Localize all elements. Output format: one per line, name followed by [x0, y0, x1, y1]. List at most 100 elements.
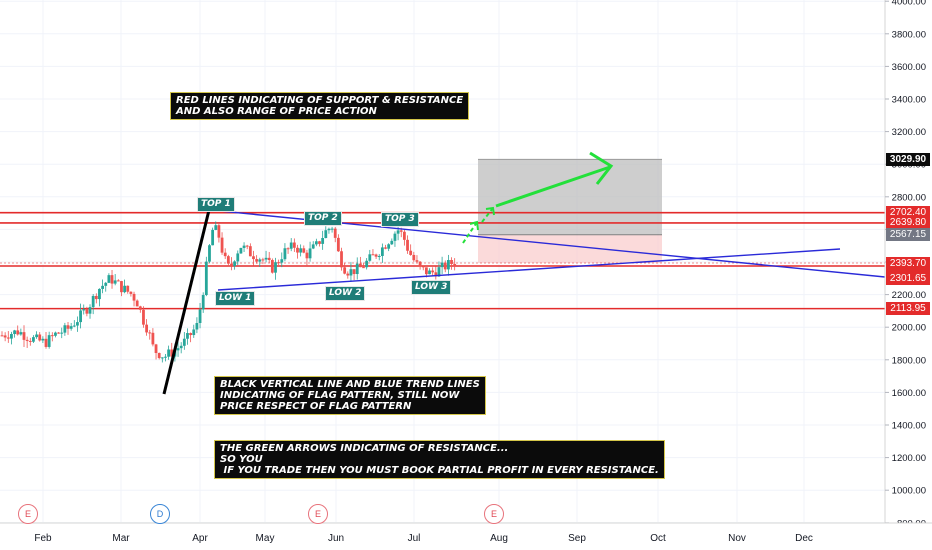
- candle-body: [390, 240, 394, 245]
- candle: [242, 242, 246, 253]
- candle: [277, 259, 281, 265]
- price-tick-14: 3600.00: [892, 62, 926, 73]
- candle-body: [211, 229, 215, 246]
- candle: [380, 243, 384, 263]
- time-axis: Feb Mar Apr May Jun Jul Aug Sep Oct Nov Dec: [0, 522, 932, 550]
- candle-body: [280, 259, 284, 263]
- price-tick-7: 2200.00: [892, 290, 926, 301]
- price-tick-4: 1600.00: [892, 388, 926, 399]
- candle-body: [415, 260, 419, 262]
- candle-body: [402, 231, 406, 240]
- candle-body: [409, 250, 413, 255]
- candle-body: [123, 285, 127, 293]
- candle: [123, 279, 127, 294]
- candle-body: [267, 257, 271, 261]
- candle: [358, 256, 362, 268]
- candle-body: [368, 254, 372, 261]
- price-label: 3029.90: [886, 152, 930, 166]
- candle-body: [220, 237, 224, 253]
- candle-body: [72, 325, 76, 327]
- candle-body: [41, 338, 45, 341]
- event-marker-e[interactable]: E: [484, 504, 504, 524]
- candle: [314, 238, 318, 247]
- candle-body: [167, 349, 171, 357]
- candle-body: [440, 262, 444, 268]
- candle: [286, 247, 290, 254]
- candle: [138, 305, 142, 313]
- candle-body: [336, 237, 340, 252]
- candle-body: [421, 266, 425, 268]
- candle: [204, 256, 208, 297]
- candle: [208, 244, 211, 264]
- candle: [428, 268, 431, 275]
- candle-body: [0, 335, 4, 337]
- candle-body: [186, 333, 189, 339]
- candle: [308, 241, 312, 262]
- event-marker-d[interactable]: D: [150, 504, 170, 524]
- note-green-arrows: THE GREEN ARROWS INDICATING OF RESISTANC…: [214, 440, 665, 479]
- month-tick-6: Aug: [490, 533, 508, 544]
- candle: [274, 257, 277, 280]
- label-low-1: LOW 1: [215, 291, 256, 306]
- candle-body: [16, 330, 20, 335]
- candle: [258, 257, 262, 267]
- event-marker-e[interactable]: E: [308, 504, 328, 524]
- candle: [16, 325, 20, 336]
- candle: [110, 269, 114, 289]
- candle: [230, 257, 233, 271]
- candle: [35, 331, 38, 339]
- candle-body: [44, 338, 48, 347]
- candle-body: [113, 280, 117, 284]
- candle: [94, 293, 98, 304]
- candle-body: [145, 324, 149, 333]
- candle: [292, 238, 296, 252]
- candle-body: [236, 253, 240, 262]
- candle-body: [264, 257, 268, 260]
- candle: [135, 299, 139, 307]
- candle: [384, 244, 387, 250]
- candle: [440, 256, 444, 274]
- candle-body: [148, 332, 152, 334]
- candle-body: [198, 309, 202, 324]
- candle-body: [154, 344, 158, 353]
- lower-trend-line: [217, 248, 841, 291]
- drawings: [162, 151, 886, 395]
- candle: [223, 248, 227, 260]
- candle-body: [340, 251, 343, 268]
- candle: [355, 257, 359, 280]
- candle-body: [424, 267, 428, 275]
- candle-body: [57, 332, 60, 334]
- candle: [406, 235, 409, 254]
- candle-body: [380, 247, 384, 256]
- candle: [82, 304, 86, 315]
- candle-body: [428, 270, 431, 275]
- position-boxes: [478, 158, 662, 264]
- candle-body: [396, 230, 400, 234]
- candle: [3, 332, 7, 342]
- candle-body: [412, 254, 416, 261]
- candle: [132, 291, 136, 307]
- candle: [10, 331, 13, 345]
- candle: [13, 329, 16, 338]
- candle: [412, 251, 416, 262]
- candle: [126, 285, 130, 294]
- candle-body: [406, 239, 409, 251]
- candle-body: [110, 275, 114, 284]
- candle: [365, 258, 369, 270]
- event-marker-e[interactable]: E: [18, 504, 38, 524]
- month-tick-9: Nov: [728, 533, 746, 544]
- candle: [299, 244, 303, 257]
- candle: [79, 303, 82, 329]
- candle: [377, 254, 381, 261]
- candle-body: [248, 246, 252, 257]
- candle-body: [374, 254, 378, 257]
- candle-body: [324, 230, 328, 238]
- candle-body: [91, 295, 95, 308]
- candle-body: [261, 259, 265, 261]
- candle-body: [283, 248, 287, 260]
- candle-body: [270, 260, 274, 273]
- candle: [437, 261, 441, 277]
- candle-body: [6, 337, 10, 339]
- candle-body: [450, 260, 453, 264]
